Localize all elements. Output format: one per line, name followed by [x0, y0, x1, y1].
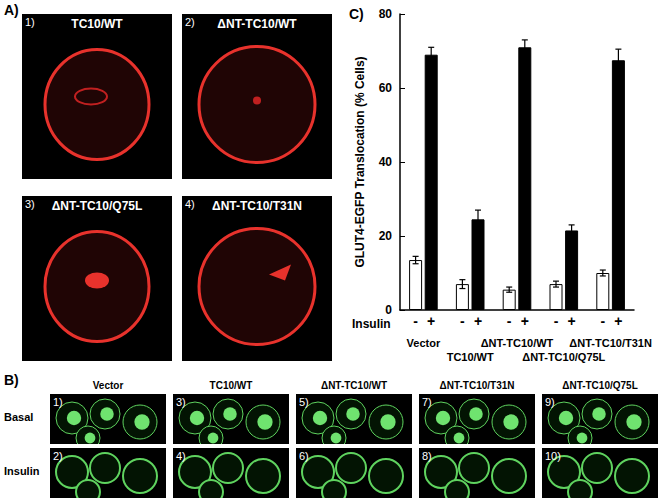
svg-text:-: - — [600, 313, 605, 329]
svg-text:0: 0 — [385, 303, 392, 317]
html-text:8): 8) — [422, 450, 432, 462]
html-text:1): 1) — [53, 396, 63, 408]
svg-text:TC10/WT: TC10/WT — [447, 351, 494, 363]
svg-text:-: - — [460, 313, 465, 329]
svg-text:-: - — [413, 313, 418, 329]
html-text:Vector: Vector — [92, 380, 124, 391]
html-text:Insulin: Insulin — [4, 465, 40, 477]
html-text:4): 4) — [176, 450, 186, 462]
html-text:6): 6) — [299, 450, 309, 462]
html-text:ΔNT-TC10/Q75L: ΔNT-TC10/Q75L — [562, 380, 638, 391]
html-text:ΔNT-TC10/WT: ΔNT-TC10/WT — [217, 17, 297, 31]
svg-text:Insulin: Insulin — [352, 317, 391, 331]
svg-text:C): C) — [349, 6, 364, 22]
html-text:ΔNT-TC10/WT: ΔNT-TC10/WT — [321, 380, 387, 391]
html-text:3): 3) — [25, 198, 35, 210]
svg-text:+: + — [614, 313, 622, 329]
html-text:2): 2) — [53, 450, 63, 462]
html-text:1): 1) — [25, 16, 35, 28]
svg-text:ΔNT-TC10/T31N: ΔNT-TC10/T31N — [569, 337, 652, 349]
html-text:5): 5) — [299, 396, 309, 408]
html-text:10): 10) — [545, 450, 561, 462]
html-text:ΔNT-TC10/T31N: ΔNT-TC10/T31N — [212, 199, 302, 213]
svg-text:ΔNT-TC10/WT: ΔNT-TC10/WT — [481, 337, 554, 349]
html-text:TC10/WT: TC10/WT — [71, 17, 123, 31]
html-text:A): A) — [4, 2, 19, 18]
html-text:2): 2) — [185, 16, 195, 28]
html-text:TC10/WT: TC10/WT — [209, 380, 253, 391]
svg-text:ΔNT-TC10/Q75L: ΔNT-TC10/Q75L — [522, 351, 605, 363]
html-text:ΔNT-TC10/T31N: ΔNT-TC10/T31N — [439, 380, 515, 391]
html-text:7): 7) — [422, 396, 432, 408]
svg-text:+: + — [427, 313, 435, 329]
svg-text:GLUT4-EGFP Translocation (% Ce: GLUT4-EGFP Translocation (% Cells) — [353, 56, 367, 267]
html-text:Basal: Basal — [4, 411, 34, 423]
html-text:3): 3) — [176, 396, 186, 408]
svg-text:80: 80 — [379, 7, 393, 21]
html-text:9): 9) — [545, 396, 555, 408]
html-text:B): B) — [4, 372, 19, 388]
html-text:4): 4) — [185, 198, 195, 210]
svg-text:-: - — [507, 313, 512, 329]
svg-text:Vector: Vector — [407, 337, 441, 349]
svg-text:+: + — [521, 313, 529, 329]
html-text:ΔNT-TC10/Q75L: ΔNT-TC10/Q75L — [51, 199, 143, 213]
svg-text:+: + — [474, 313, 482, 329]
svg-text:40: 40 — [379, 155, 393, 169]
svg-text:20: 20 — [379, 229, 393, 243]
svg-text:-: - — [554, 313, 559, 329]
svg-text:+: + — [568, 313, 576, 329]
svg-text:60: 60 — [379, 81, 393, 95]
